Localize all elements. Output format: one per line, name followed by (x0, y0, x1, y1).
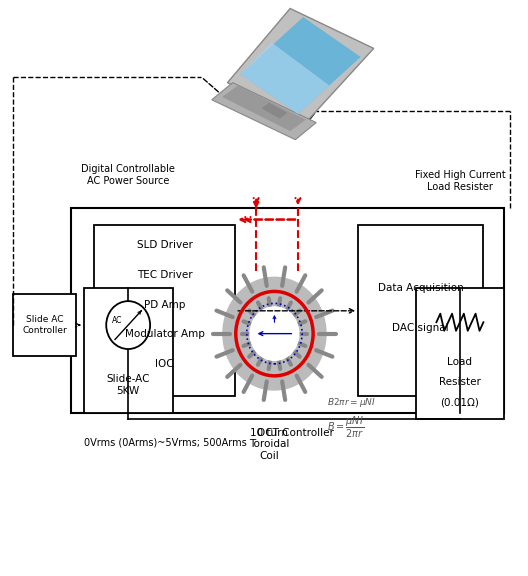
Text: OCT Controller: OCT Controller (257, 428, 334, 438)
Text: AC: AC (111, 316, 122, 325)
Text: TEC Driver: TEC Driver (137, 270, 193, 280)
Polygon shape (261, 103, 288, 119)
Polygon shape (240, 17, 361, 114)
Text: Slide AC
Controller: Slide AC Controller (22, 316, 67, 335)
Text: PD Amp: PD Amp (144, 300, 185, 309)
Text: (0.01Ω): (0.01Ω) (440, 397, 479, 407)
Circle shape (222, 276, 327, 391)
Text: Load: Load (447, 357, 473, 367)
Polygon shape (228, 9, 374, 123)
Polygon shape (222, 85, 306, 131)
Text: Modulator Amp: Modulator Amp (125, 329, 205, 339)
Circle shape (249, 306, 299, 361)
Bar (84, 288, 173, 414)
Text: $B2\pi r = \mu NI$: $B2\pi r = \mu NI$ (327, 396, 375, 408)
Polygon shape (212, 82, 316, 140)
Polygon shape (240, 43, 329, 114)
Text: Digital Controllable
AC Power Source: Digital Controllable AC Power Source (81, 164, 175, 186)
Text: DAC signal: DAC signal (392, 323, 449, 333)
Text: Resister: Resister (439, 377, 481, 387)
Bar (71, 208, 504, 414)
Text: Slide-AC
5KW: Slide-AC 5KW (107, 374, 150, 396)
Bar (13, 294, 76, 357)
Text: Data Acquisition: Data Acquisition (378, 283, 464, 293)
Text: Fixed High Current
Load Resister: Fixed High Current Load Resister (414, 170, 505, 192)
Text: IOC: IOC (155, 359, 174, 369)
Bar (416, 288, 504, 419)
Text: 0Vrms (0Arms)~5Vrms; 500Arms: 0Vrms (0Arms)~5Vrms; 500Arms (84, 437, 247, 447)
Bar (94, 225, 235, 396)
Text: 10 turn
Toroidal
Coil: 10 turn Toroidal Coil (249, 428, 289, 461)
Bar (358, 225, 484, 396)
Circle shape (106, 301, 150, 349)
Text: SLD Driver: SLD Driver (137, 240, 193, 250)
Text: $B = \dfrac{\mu NI}{2\pi r}$: $B = \dfrac{\mu NI}{2\pi r}$ (327, 415, 364, 440)
